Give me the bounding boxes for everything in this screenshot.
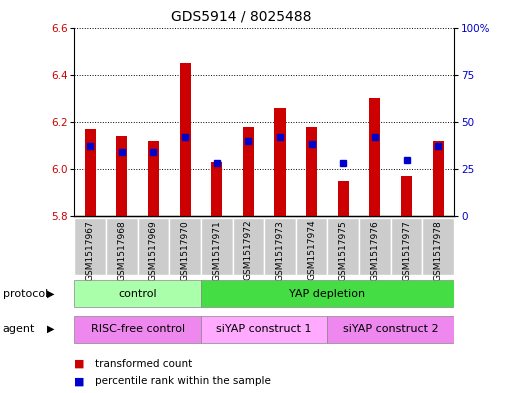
Text: siYAP construct 1: siYAP construct 1 bbox=[216, 324, 312, 334]
Text: percentile rank within the sample: percentile rank within the sample bbox=[95, 376, 271, 386]
Text: siYAP construct 2: siYAP construct 2 bbox=[343, 324, 439, 334]
Text: GDS5914 / 8025488: GDS5914 / 8025488 bbox=[171, 10, 311, 24]
Text: RISC-free control: RISC-free control bbox=[91, 324, 185, 334]
Text: ▶: ▶ bbox=[47, 289, 54, 299]
Bar bbox=[327, 316, 454, 343]
Text: ■: ■ bbox=[74, 376, 85, 386]
Bar bbox=[296, 218, 327, 275]
Bar bbox=[106, 218, 137, 275]
Bar bbox=[327, 218, 359, 275]
Text: GSM1517970: GSM1517970 bbox=[181, 220, 190, 281]
Bar bbox=[369, 98, 381, 216]
Bar bbox=[338, 181, 349, 216]
Text: GSM1517972: GSM1517972 bbox=[244, 220, 253, 281]
Bar bbox=[243, 127, 254, 216]
Text: GSM1517971: GSM1517971 bbox=[212, 220, 221, 281]
Text: GSM1517975: GSM1517975 bbox=[339, 220, 348, 281]
Bar bbox=[137, 218, 169, 275]
Bar bbox=[422, 218, 454, 275]
Text: GSM1517974: GSM1517974 bbox=[307, 220, 316, 281]
Text: GSM1517969: GSM1517969 bbox=[149, 220, 158, 281]
Bar bbox=[232, 218, 264, 275]
Bar bbox=[169, 218, 201, 275]
Text: GSM1517967: GSM1517967 bbox=[86, 220, 95, 281]
Bar bbox=[274, 108, 286, 216]
Text: GSM1517978: GSM1517978 bbox=[433, 220, 443, 281]
Bar bbox=[211, 162, 222, 216]
Bar bbox=[306, 127, 317, 216]
Text: protocol: protocol bbox=[3, 289, 48, 299]
Bar bbox=[74, 316, 201, 343]
Text: transformed count: transformed count bbox=[95, 358, 192, 369]
Text: GSM1517968: GSM1517968 bbox=[117, 220, 126, 281]
Bar bbox=[401, 176, 412, 216]
Bar bbox=[264, 218, 296, 275]
Text: agent: agent bbox=[3, 324, 35, 334]
Bar bbox=[201, 218, 232, 275]
Text: GSM1517976: GSM1517976 bbox=[370, 220, 380, 281]
Bar bbox=[359, 218, 391, 275]
Text: ■: ■ bbox=[74, 358, 85, 369]
Bar bbox=[74, 218, 106, 275]
Bar bbox=[391, 218, 422, 275]
Text: ▶: ▶ bbox=[47, 324, 54, 334]
Bar bbox=[148, 141, 159, 216]
Bar bbox=[74, 280, 201, 307]
Bar bbox=[201, 280, 454, 307]
Bar bbox=[201, 316, 327, 343]
Bar bbox=[432, 141, 444, 216]
Text: GSM1517977: GSM1517977 bbox=[402, 220, 411, 281]
Bar bbox=[116, 136, 127, 216]
Text: YAP depletion: YAP depletion bbox=[289, 289, 366, 299]
Text: GSM1517973: GSM1517973 bbox=[275, 220, 285, 281]
Text: control: control bbox=[119, 289, 157, 299]
Bar bbox=[85, 129, 96, 216]
Bar bbox=[180, 63, 191, 216]
